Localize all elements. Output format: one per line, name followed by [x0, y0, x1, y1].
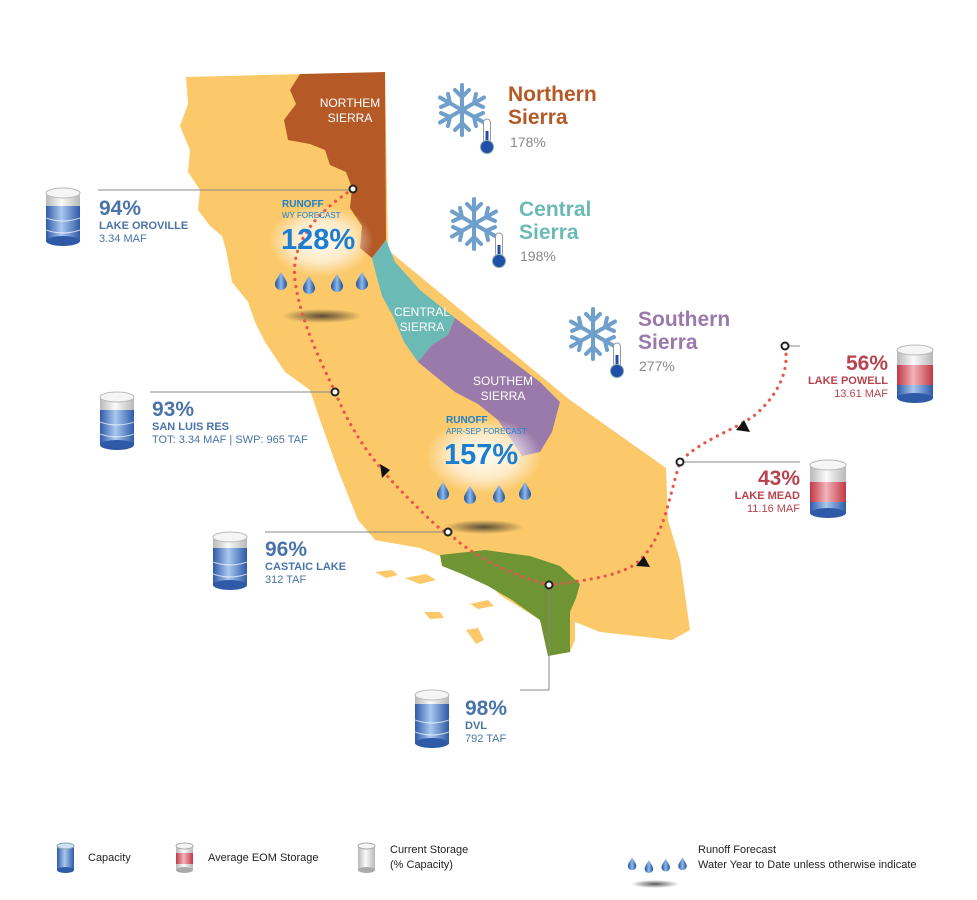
oroville-pct: 94%: [99, 197, 142, 220]
runoff-shadow: [282, 309, 362, 323]
legend-current-line1: Current Storage: [390, 844, 469, 856]
central-sierra-title-line2: Sierra: [519, 221, 579, 244]
central-sierra-title: Central Sierra: [519, 198, 591, 244]
map-label-central-line1: CENTRAL: [393, 305, 450, 319]
channel-island: [375, 570, 398, 578]
legend-runoff-line1: Runoff Forecast: [698, 844, 777, 856]
map-label-southern-line2: SIERRA: [480, 389, 526, 403]
snowflake-icon-central: [450, 197, 498, 251]
reservoir-mead: 43% LAKE MEAD 11.16 MAF: [700, 468, 800, 516]
thermometer-icon-central: [492, 232, 506, 268]
southern-sierra-region: [418, 318, 560, 456]
sanluis-pct: 93%: [152, 398, 195, 421]
legend-current-storage-icon: [357, 842, 376, 873]
channel-island: [470, 600, 494, 609]
castaic-pct: 96%: [265, 538, 308, 561]
map-label-northern-line2: SIERRA: [327, 111, 373, 125]
reservoir-icon-sanluis: [99, 391, 135, 450]
channel-island: [405, 574, 436, 584]
map-label-northern-line1: NORTHEM: [319, 96, 381, 110]
runoff-north-value: 128%: [281, 224, 356, 256]
runoff-south-label: RUNOFF APR-SEP FORECAST: [446, 415, 527, 437]
runoff-south-value: 157%: [444, 439, 519, 471]
reservoir-powell: 56% LAKE POWELL 13.61 MAF: [780, 353, 888, 401]
runoff-south-sub: APR-SEP FORECAST: [446, 427, 527, 436]
reservoir-oroville: 94% LAKE OROVILLE 3.34 MAF: [99, 198, 188, 246]
powell-pct: 56%: [845, 352, 888, 375]
runoff-south-title: RUNOFF: [446, 415, 488, 426]
connector-lines: [98, 189, 800, 691]
mead-detail: 11.16 MAF: [747, 503, 800, 515]
castaic-detail: 312 TAF: [265, 574, 307, 586]
legend-runoff-line2: Water Year to Date unless otherwise indi…: [698, 859, 917, 871]
reservoir-icon-oroville: [45, 187, 81, 246]
mead-pct: 43%: [757, 467, 800, 490]
oroville-detail: 3.34 MAF: [99, 233, 147, 245]
dvl-pct: 98%: [465, 697, 508, 720]
legend-current-line2: (% Capacity): [390, 859, 453, 871]
runoff-north-title: RUNOFF: [282, 199, 324, 210]
snowflake-icon-northern: [438, 83, 486, 137]
snowflake-icon-southern: [569, 307, 617, 361]
runoff-north-label: RUNOFF WY FORECAST: [282, 199, 341, 221]
castaic-name: CASTAIC LAKE: [265, 561, 347, 573]
reservoir-icon-powell: [896, 344, 934, 403]
sanluis-name: SAN LUIS RES: [152, 421, 230, 433]
legend-runoff-label: Runoff Forecast Water Year to Date unles…: [698, 843, 917, 873]
dvl-name: DVL: [465, 720, 487, 732]
northern-sierra-pct: 178%: [510, 134, 546, 150]
central-sierra-pct: 198%: [520, 248, 556, 264]
map-label-central-line2: SIERRA: [399, 320, 445, 334]
thermometer-icon-northern: [480, 118, 494, 154]
central-sierra-region: [372, 240, 455, 362]
flow-arrows: [380, 420, 750, 567]
map-label-central: CENTRAL SIERRA: [386, 305, 458, 335]
legend-avg-eom-icon: [175, 842, 194, 873]
thermometer-icon-southern: [610, 342, 624, 378]
northern-sierra-title-line2: Sierra: [508, 106, 568, 129]
southern-sierra-title-line1: Southern: [638, 308, 731, 331]
map-label-southern-line1: SOUTHEM: [473, 374, 533, 388]
southern-sierra-title-line2: Sierra: [638, 331, 698, 354]
runoff-north-sub: WY FORECAST: [282, 211, 341, 220]
legend-capacity-icon: [56, 842, 75, 873]
reservoir-icon-mead: [809, 459, 847, 518]
reservoir-dvl: 98% DVL 792 TAF: [465, 698, 507, 746]
socal-region: [440, 550, 580, 656]
southern-sierra-pct: 277%: [639, 358, 675, 374]
reservoir-castaic: 96% CASTAIC LAKE 312 TAF: [265, 539, 346, 587]
reservoir-icon-dvl: [414, 689, 450, 748]
map-label-northern: NORTHEM SIERRA: [310, 96, 390, 126]
reservoir-sanluis: 93% SAN LUIS RES TOT: 3.34 MAF | SWP: 96…: [152, 399, 308, 447]
legend-current-storage-label: Current Storage (% Capacity): [390, 843, 468, 873]
state-water-project-route: [292, 187, 551, 587]
dvl-detail: 792 TAF: [465, 733, 507, 745]
map-label-southern: SOUTHEM SIERRA: [462, 374, 544, 404]
northern-sierra-title: Northern Sierra: [508, 83, 597, 129]
northern-sierra-region: [284, 72, 386, 258]
northern-sierra-title-line1: Northern: [508, 83, 597, 106]
runoff-shadow: [444, 520, 524, 534]
legend-avg-eom-label: Average EOM Storage: [208, 852, 319, 864]
legend-runoff-icon: [627, 857, 687, 888]
powell-name: LAKE POWELL: [807, 375, 888, 387]
oroville-name: LAKE OROVILLE: [99, 220, 189, 232]
mead-name: LAKE MEAD: [734, 490, 800, 502]
channel-island: [424, 612, 444, 619]
sanluis-detail: TOT: 3.34 MAF | SWP: 965 TAF: [152, 434, 308, 446]
route-nodes: [330, 184, 790, 590]
powell-detail: 13.61 MAF: [834, 388, 888, 400]
central-sierra-title-line1: Central: [519, 198, 592, 221]
legend-capacity-label: Capacity: [88, 852, 131, 864]
southern-sierra-title: Southern Sierra: [638, 308, 730, 354]
channel-island: [466, 628, 484, 644]
reservoir-icon-castaic: [212, 531, 248, 590]
